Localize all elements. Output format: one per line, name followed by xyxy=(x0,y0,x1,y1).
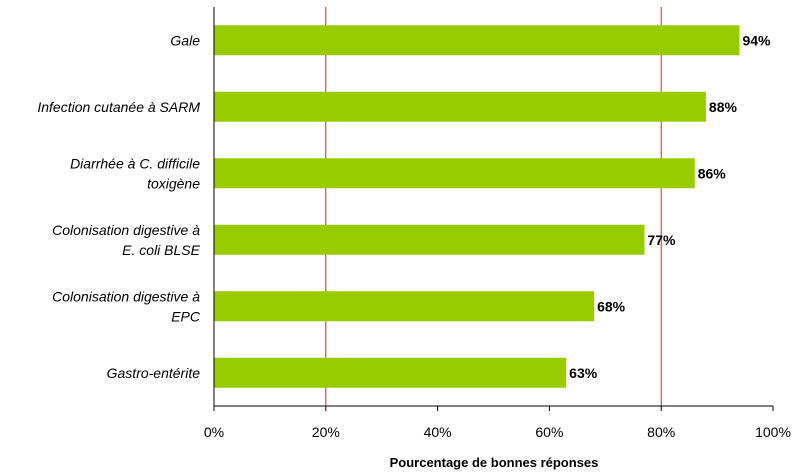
category-label-line: Infection cutanée à SARM xyxy=(37,99,200,115)
bar xyxy=(214,224,645,255)
data-label: 86% xyxy=(698,165,727,181)
category-label-line: Gastro-entérite xyxy=(107,365,201,381)
category-label: Diarrhée à C. difficile toxigène xyxy=(70,155,200,191)
x-tick-label: 0% xyxy=(204,424,224,440)
bar xyxy=(214,158,695,189)
x-tick-label: 40% xyxy=(424,424,452,440)
bars xyxy=(214,25,740,388)
category-label-line: Diarrhée à C. difficile xyxy=(70,155,200,171)
category-label: Infection cutanée à SARM xyxy=(37,99,200,115)
data-labels: 94% 88% 86% 77% 68% 63% xyxy=(569,32,771,381)
x-tick-label: 100% xyxy=(755,424,791,440)
x-tick-label: 60% xyxy=(535,424,563,440)
category-label: Gale xyxy=(170,32,200,48)
bar xyxy=(214,291,595,322)
data-label: 63% xyxy=(569,365,598,381)
data-label: 94% xyxy=(742,32,771,48)
bar xyxy=(214,91,706,122)
category-labels: Gale Infection cutanée à SARM Diarrhée à C… xyxy=(37,32,201,381)
category-label: Gastro-entérite xyxy=(107,365,201,381)
category-label-line: Colonisation digestive à xyxy=(52,288,200,304)
x-axis: 0% 20% 40% 60% 80% 100% xyxy=(204,7,791,440)
category-label-line: Colonisation digestive à xyxy=(52,222,200,238)
category-label: Colonisation digestive à EPC xyxy=(52,288,201,324)
data-label: 88% xyxy=(709,99,738,115)
reference-lines xyxy=(325,7,662,406)
x-axis-title: Pourcentage de bonnes réponses xyxy=(390,455,599,470)
data-label: 68% xyxy=(597,298,626,314)
x-tick-label: 20% xyxy=(312,424,340,440)
category-label-line: toxigène xyxy=(147,175,200,191)
x-tick-label: 80% xyxy=(647,424,675,440)
bar xyxy=(214,25,740,56)
category-label: Colonisation digestive à E. coli BLSE xyxy=(52,222,201,258)
data-label: 77% xyxy=(647,232,676,248)
bar xyxy=(214,357,567,388)
category-label-line: Gale xyxy=(170,32,200,48)
category-label-line: E. coli BLSE xyxy=(122,242,200,258)
category-label-line: EPC xyxy=(171,308,201,324)
